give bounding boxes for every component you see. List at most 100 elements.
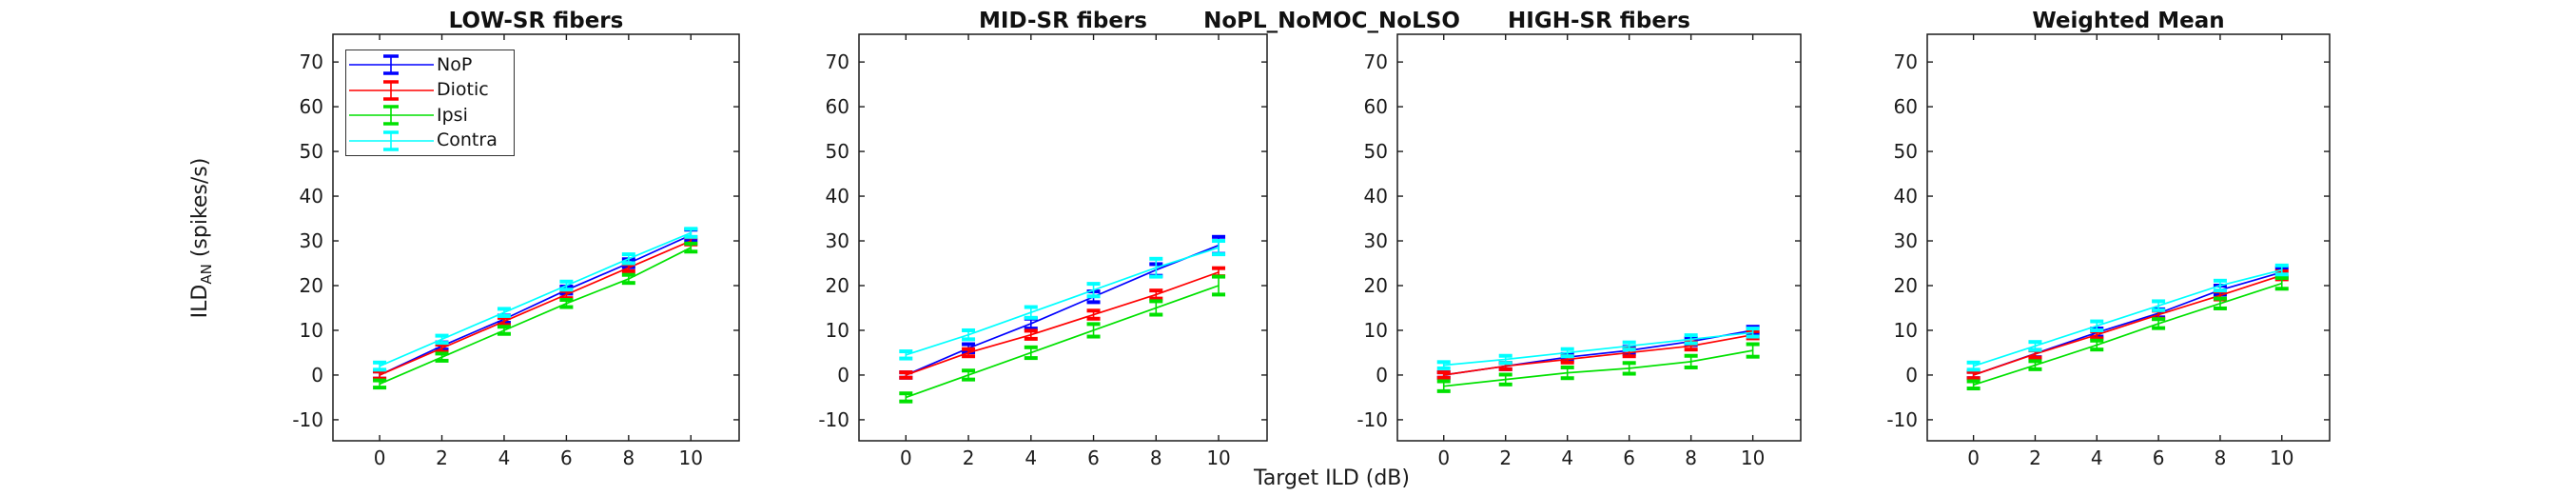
plot-weighted-mean: 0 2 4 6 8 10 -10 0 10 20 30 40 50 60 70 (1886, 33, 2331, 469)
legend-label: Diotic (437, 79, 489, 101)
series-ipsi (373, 241, 698, 390)
y-tick-label: 60 (1364, 95, 1388, 118)
y-tick-label: 10 (1894, 319, 1918, 342)
x-axis-ticks: 0 2 4 6 8 10 (1437, 34, 1765, 469)
y-tick-label: 0 (1376, 364, 1388, 387)
x-tick-label: 0 (374, 446, 386, 469)
x-tick-label: 0 (900, 446, 912, 469)
axes-box (1396, 33, 1802, 442)
x-tick-label: 10 (2270, 446, 2293, 469)
legend-errorbar-sample-nop (349, 54, 434, 75)
y-tick-label: 60 (826, 95, 849, 118)
y-tick-label: 10 (1364, 319, 1388, 342)
figure-suptitle: NoPL_NoMOC_NoLSO (1203, 9, 1460, 33)
x-axis-ticks: 0 2 4 6 8 10 (900, 34, 1231, 469)
y-tick-label: 0 (311, 364, 323, 387)
legend-errorbar-sample-ipsi (349, 105, 434, 126)
x-tick-label: 4 (498, 446, 511, 469)
y-axis-ticks: -10 0 10 20 30 40 50 60 70 (1886, 50, 2330, 431)
y-tick-label: 40 (826, 185, 849, 208)
x-tick-label: 0 (1967, 446, 1980, 469)
y-tick-label: 50 (1364, 140, 1388, 163)
x-tick-label: 0 (1437, 446, 1450, 469)
y-tick-label: 0 (1905, 364, 1918, 387)
legend-entry-nop: NoP (346, 53, 514, 77)
y-tick-label: 70 (300, 50, 323, 73)
series-contra (1966, 263, 2289, 372)
series-contra (373, 227, 698, 372)
y-tick-label: -10 (818, 408, 849, 431)
y-tick-label: 20 (300, 274, 323, 297)
x-tick-label: 4 (1025, 446, 1037, 469)
legend-entry-diotic: Diotic (346, 78, 514, 102)
y-tick-label: 20 (826, 274, 849, 297)
y-tick-label: 30 (826, 229, 849, 252)
series-diotic (1966, 268, 2289, 381)
y-tick-label: 30 (1364, 229, 1388, 252)
plot-low-sr-fibers: 0 2 4 6 8 10 -10 0 10 20 30 40 50 60 70 (292, 33, 740, 469)
y-tick-label: 60 (300, 95, 323, 118)
y-tick-label: 50 (300, 140, 323, 163)
legend-entry-ipsi: Ipsi (346, 104, 514, 128)
x-tick-label: 2 (963, 446, 975, 469)
y-tick-label: 40 (1894, 185, 1918, 208)
x-tick-label: 10 (679, 446, 703, 469)
y-tick-label: 30 (1894, 229, 1918, 252)
x-tick-label: 6 (1623, 446, 1635, 469)
y-tick-label: -10 (292, 408, 323, 431)
panel-title-high-sr: HIGH-SR fibers (1508, 9, 1690, 33)
x-tick-label: 6 (2153, 446, 2165, 469)
x-tick-label: 6 (560, 446, 573, 469)
axes-box (332, 33, 740, 442)
y-tick-label: 20 (1894, 274, 1918, 297)
x-axis-ticks: 0 2 4 6 8 10 (374, 34, 703, 469)
x-tick-label: 8 (2215, 446, 2227, 469)
x-tick-label: 10 (1206, 446, 1230, 469)
x-tick-label: 6 (1087, 446, 1100, 469)
plot-mid-sr-fibers: 0 2 4 6 8 10 -10 0 10 20 30 40 50 60 70 (818, 33, 1268, 469)
y-tick-label: 10 (300, 319, 323, 342)
y-tick-label: 50 (826, 140, 849, 163)
x-tick-label: 2 (436, 446, 448, 469)
series-ipsi (1966, 276, 2289, 391)
y-tick-label: 50 (1894, 140, 1918, 163)
y-axis-ticks: -10 0 10 20 30 40 50 60 70 (818, 50, 1267, 431)
legend-label: Ipsi (437, 104, 468, 126)
x-tick-label: 2 (2029, 446, 2041, 469)
series-contra (1436, 327, 1760, 370)
y-axis-ticks: -10 0 10 20 30 40 50 60 70 (1356, 50, 1801, 431)
x-axis-label: Target ILD (dB) (1254, 466, 1410, 490)
legend-label: NoP (437, 53, 473, 75)
legend-label: Contra (437, 129, 498, 151)
series-contra (899, 239, 1226, 361)
legend-errorbar-sample-diotic (349, 80, 434, 101)
x-tick-label: 4 (2091, 446, 2103, 469)
panel-title-mid-sr: MID-SR fibers (979, 9, 1147, 33)
y-tick-label: 70 (1894, 50, 1918, 73)
y-axis-label: ILDAN (spikes/s) (187, 157, 216, 319)
y-tick-label: -10 (1356, 408, 1388, 431)
legend-box: NoP Diotic Ipsi (345, 50, 515, 156)
legend-errorbar-sample-contra (349, 130, 434, 151)
x-tick-label: 8 (1150, 446, 1162, 469)
y-tick-label: 0 (837, 364, 849, 387)
y-tick-label: 10 (826, 319, 849, 342)
series-ipsi (899, 274, 1226, 404)
legend-entry-contra: Contra (346, 129, 514, 152)
y-tick-label: 40 (300, 185, 323, 208)
y-tick-label: 40 (1364, 185, 1388, 208)
x-tick-label: 2 (1499, 446, 1512, 469)
panel-title-weighted-mean: Weighted Mean (2032, 9, 2225, 33)
y-tick-label: 70 (826, 50, 849, 73)
y-tick-label: 60 (1894, 95, 1918, 118)
axes-box (858, 33, 1268, 442)
series-diotic (373, 235, 698, 381)
series-diotic (899, 266, 1226, 380)
x-tick-label: 10 (1741, 446, 1765, 469)
series-ipsi (1436, 342, 1760, 393)
x-tick-label: 8 (1685, 446, 1697, 469)
y-tick-label: 30 (300, 229, 323, 252)
y-tick-label: -10 (1886, 408, 1918, 431)
axes-box (1926, 33, 2331, 442)
